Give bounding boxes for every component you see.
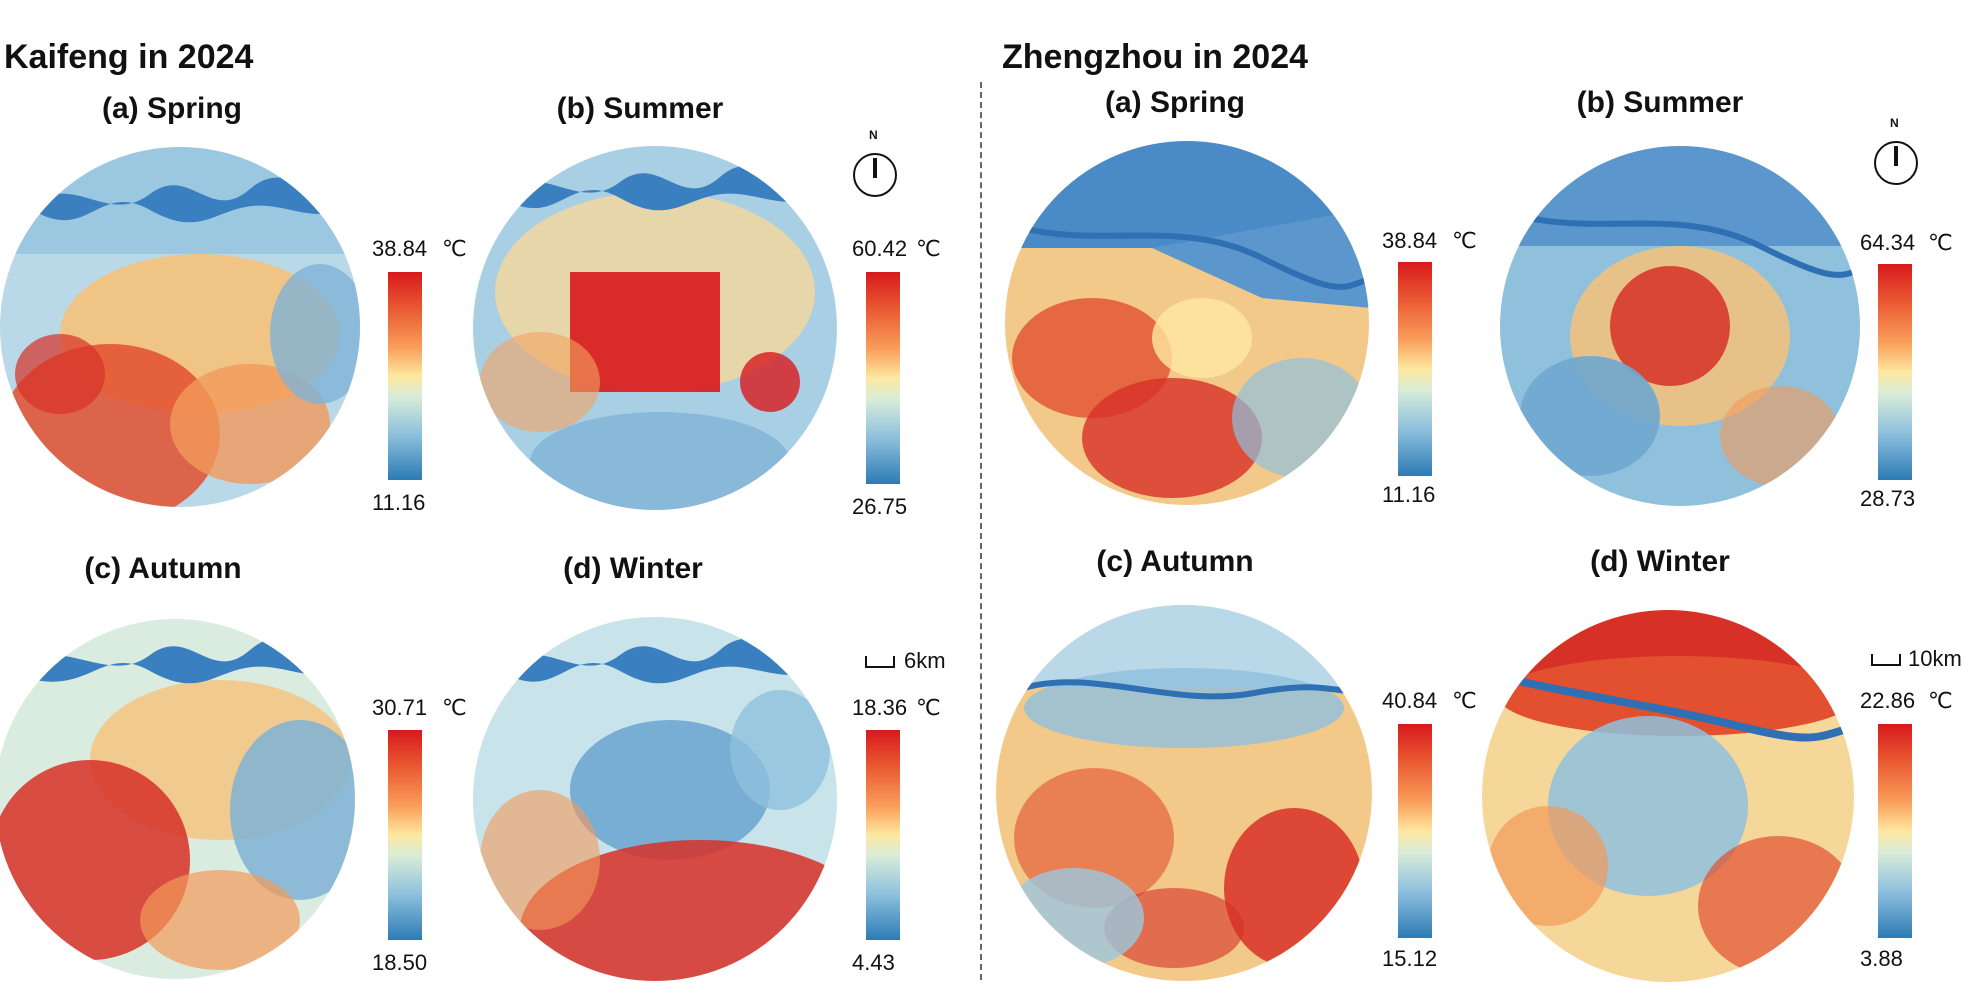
zhengzhou-autumn-unit: ℃	[1452, 688, 1477, 713]
kaifeng-spring-title: (a) Spring	[102, 92, 242, 125]
kaifeng-autumn-title: (c) Autumn	[84, 552, 242, 585]
zhengzhou-winter-map	[1482, 610, 1854, 982]
kaifeng-north-label: N	[869, 128, 878, 142]
kaifeng-scale-bar-icon	[865, 656, 895, 668]
kaifeng-winter-colorbar	[866, 730, 900, 940]
kaifeng-summer-unit: ℃	[916, 236, 941, 261]
zhengzhou-winter-max: 22.86	[1860, 688, 1916, 713]
kaifeng-scale-label: 6km	[904, 648, 946, 673]
kaifeng-summer-max: 60.42	[852, 236, 908, 261]
kaifeng-spring-unit: ℃	[442, 236, 467, 261]
zhengzhou-winter-min: 3.88	[1860, 946, 1903, 971]
kaifeng-spring-map	[0, 147, 360, 507]
zhengzhou-title: Zhengzhou in 2024	[1002, 38, 1309, 76]
kaifeng-autumn-min: 18.50	[372, 950, 428, 975]
kaifeng-winter-title: (d) Winter	[563, 552, 703, 585]
zhengzhou-summer-unit: ℃	[1928, 230, 1953, 255]
zhengzhou-spring-unit: ℃	[1452, 228, 1477, 253]
zhengzhou-north-arrow-icon	[1874, 141, 1918, 185]
zhengzhou-autumn-colorbar	[1398, 724, 1432, 938]
kaifeng-summer-title: (b) Summer	[556, 92, 724, 125]
zhengzhou-summer-min: 28.73	[1860, 486, 1916, 511]
zhengzhou-scale-bar-icon	[1871, 654, 1901, 666]
kaifeng-winter-unit: ℃	[916, 695, 941, 720]
zhengzhou-summer-map	[1500, 146, 1860, 506]
zhengzhou-autumn-map	[996, 605, 1372, 981]
kaifeng-summer-min: 26.75	[852, 494, 908, 519]
zhengzhou-north-label: N	[1890, 116, 1899, 130]
zhengzhou-autumn-title: (c) Autumn	[1096, 545, 1254, 578]
kaifeng-spring-min: 11.16	[372, 490, 426, 515]
zhengzhou-spring-map	[1005, 141, 1369, 505]
kaifeng-winter-max: 18.36	[852, 695, 908, 720]
zhengzhou-winter-title: (d) Winter	[1590, 545, 1730, 578]
zhengzhou-scale-label: 10km	[1908, 646, 1962, 671]
kaifeng-winter-map	[473, 617, 837, 981]
kaifeng-spring-colorbar	[388, 272, 422, 480]
kaifeng-north-arrow-icon	[853, 153, 897, 197]
zhengzhou-autumn-max: 40.84	[1382, 688, 1438, 713]
zhengzhou-spring-colorbar	[1398, 262, 1432, 476]
kaifeng-summer-map	[473, 146, 837, 510]
zhengzhou-winter-unit: ℃	[1928, 688, 1953, 713]
kaifeng-autumn-unit: ℃	[442, 695, 467, 720]
zhengzhou-spring-title: (a) Spring	[1105, 86, 1245, 119]
city-divider	[980, 82, 982, 980]
kaifeng-autumn-max: 30.71	[372, 695, 428, 720]
zhengzhou-spring-min: 11.16	[1382, 482, 1436, 507]
zhengzhou-spring-max: 38.84	[1382, 228, 1438, 253]
zhengzhou-autumn-min: 15.12	[1382, 946, 1438, 971]
kaifeng-title: Kaifeng in 2024	[4, 38, 254, 76]
zhengzhou-winter-colorbar	[1878, 724, 1912, 938]
kaifeng-autumn-map	[0, 619, 355, 979]
zhengzhou-summer-title: (b) Summer	[1576, 86, 1744, 119]
kaifeng-summer-colorbar	[866, 272, 900, 484]
kaifeng-autumn-colorbar	[388, 730, 422, 940]
kaifeng-winter-min: 4.43	[852, 950, 895, 975]
zhengzhou-summer-colorbar	[1878, 264, 1912, 480]
zhengzhou-summer-max: 64.34	[1860, 230, 1916, 255]
kaifeng-spring-max: 38.84	[372, 236, 428, 261]
